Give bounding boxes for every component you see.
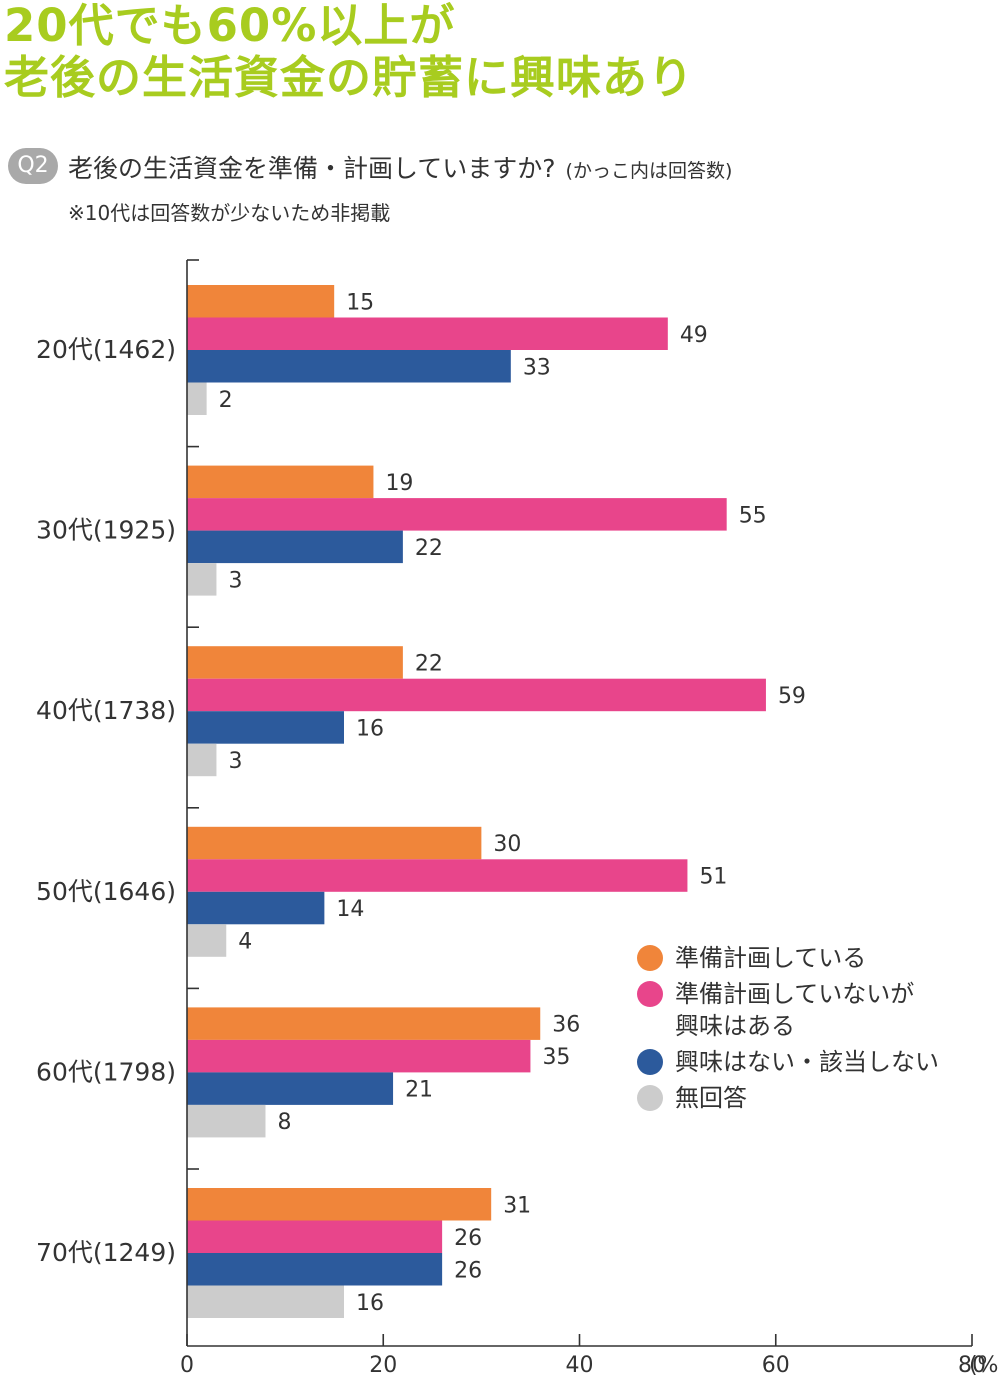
- category-label: 70代(1249): [36, 1238, 176, 1267]
- data-label: 15: [346, 290, 374, 315]
- data-label: 35: [542, 1045, 570, 1070]
- question-note: ※10代は回答数が少ないため非掲載: [68, 201, 391, 225]
- data-label: 26: [454, 1258, 482, 1283]
- bar: [187, 563, 217, 596]
- x-tick-label: 40: [566, 1353, 594, 1378]
- data-label: 30: [493, 832, 521, 857]
- legend-item: 準備計画していないが 興味はある: [637, 978, 982, 1042]
- data-label: 55: [739, 503, 767, 528]
- question: 老後の生活資金を準備・計画していますか? (かっこ内は回答数): [68, 149, 732, 185]
- data-label: 26: [454, 1226, 482, 1251]
- data-label: 2: [219, 388, 233, 413]
- bar: [187, 1039, 531, 1073]
- data-label: 22: [415, 651, 443, 676]
- data-label: 3: [228, 749, 242, 774]
- bar: [187, 1007, 541, 1040]
- x-tick-label: 80: [958, 1353, 986, 1378]
- legend-item: 無回答: [637, 1082, 982, 1114]
- data-label: 16: [356, 716, 384, 741]
- bar: [187, 891, 325, 925]
- category-label: 60代(1798): [36, 1057, 176, 1086]
- bar: [187, 646, 403, 679]
- bar: [187, 382, 207, 415]
- data-label: 16: [356, 1291, 384, 1316]
- legend-label: 準備計画している: [675, 944, 867, 972]
- legend-label: 無回答: [675, 1084, 747, 1112]
- bar: [187, 924, 227, 957]
- headline-line-2: 老後の生活資金の貯蓄に興味あり: [4, 51, 695, 104]
- data-label: 14: [336, 897, 364, 922]
- data-label: 22: [415, 536, 443, 561]
- bar: [187, 711, 344, 744]
- data-label: 49: [680, 323, 708, 348]
- data-label: 8: [278, 1110, 292, 1135]
- legend-item: 準備計画している: [637, 942, 982, 974]
- legend-label: 準備計画していないが 興味はある: [675, 980, 915, 1040]
- headline-line-1: 20代でも60%以上が: [4, 0, 456, 52]
- bar: [187, 317, 668, 350]
- bar: [187, 1072, 394, 1105]
- data-label: 33: [523, 355, 551, 380]
- chart-legend: 準備計画している 準備計画していないが 興味はある 興味はない・該当しない 無回…: [637, 942, 982, 1118]
- data-label: 21: [405, 1078, 433, 1103]
- data-label: 51: [699, 865, 727, 890]
- bar: [187, 350, 511, 383]
- bar: [187, 498, 727, 531]
- legend-swatch: [637, 981, 663, 1007]
- question-badge: Q2: [8, 148, 58, 184]
- x-tick-label: 0: [180, 1353, 194, 1378]
- x-axis-unit: (%): [969, 1353, 1000, 1378]
- legend-label: 興味はない・該当しない: [675, 1048, 939, 1076]
- bar: [187, 1104, 266, 1138]
- legend-swatch: [637, 1049, 663, 1075]
- question-subtext: (かっこ内は回答数): [565, 160, 733, 182]
- bar: [187, 465, 374, 499]
- x-tick-label: 20: [369, 1353, 397, 1378]
- data-label: 59: [778, 684, 806, 709]
- headline: 20代でも60%以上が 老後の生活資金の貯蓄に興味あり: [4, 0, 694, 104]
- legend-swatch: [637, 945, 663, 971]
- bar: [187, 1220, 443, 1253]
- data-label: 4: [238, 930, 252, 955]
- data-label: 3: [228, 568, 242, 593]
- bar: [187, 530, 403, 564]
- bar: [187, 1253, 443, 1286]
- category-label: 50代(1646): [36, 877, 176, 906]
- data-label: 36: [552, 1013, 580, 1038]
- bar: [187, 826, 482, 860]
- category-label: 30代(1925): [36, 516, 176, 545]
- question-text: 老後の生活資金を準備・計画していますか?: [68, 154, 556, 183]
- bar: [187, 285, 335, 318]
- data-label: 31: [503, 1193, 531, 1218]
- x-tick-label: 60: [762, 1353, 790, 1378]
- legend-swatch: [637, 1085, 663, 1111]
- bar: [187, 743, 217, 777]
- data-label: 19: [385, 471, 413, 496]
- bar: [187, 1188, 492, 1221]
- category-label: 40代(1738): [36, 696, 176, 725]
- legend-item: 興味はない・該当しない: [637, 1046, 982, 1078]
- bar: [187, 859, 688, 892]
- category-label: 20代(1462): [36, 335, 176, 364]
- bar: [187, 1285, 344, 1318]
- bar: [187, 678, 766, 712]
